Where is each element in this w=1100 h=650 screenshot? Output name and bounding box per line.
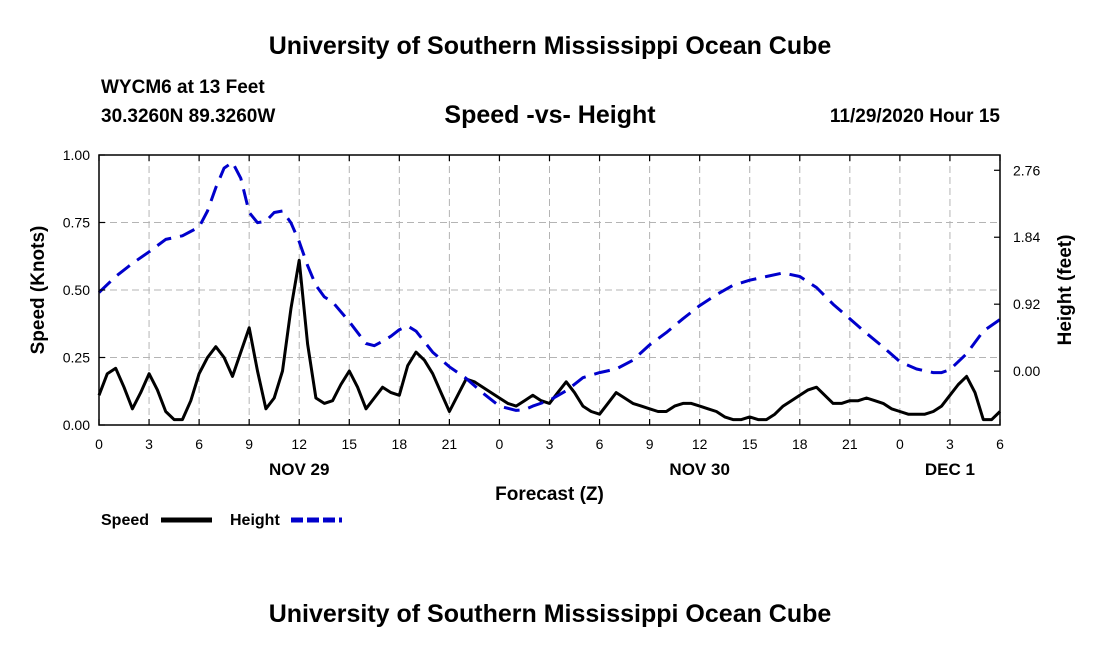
x-tick-label: 0 (896, 436, 904, 452)
x-tick-label: 15 (742, 436, 758, 452)
x-axis-label: Forecast (Z) (495, 484, 604, 505)
x-tick-label: 9 (245, 436, 253, 452)
date-label: NOV 30 (669, 460, 729, 479)
y-tick-label: 0.50 (63, 282, 90, 298)
station-label: WYCM6 at 13 Feet (101, 77, 265, 98)
series-group (97, 160, 1002, 422)
y2-axis-label: Height (feet) (1055, 235, 1076, 346)
y-axis-label: Speed (Knots) (28, 226, 49, 355)
y2-tick-label: 1.84 (1013, 229, 1040, 245)
chart-title: Speed -vs- Height (444, 101, 656, 129)
x-tick-label: 18 (392, 436, 408, 452)
axis-ticks: 0 3 6 9 12 15 18 21 0 3 6 9 12 15 18 21 0 3 6 NOV 29 NOV 30 D… (63, 147, 1041, 479)
timestamp-label: 11/29/2020 Hour 15 (829, 106, 1000, 127)
legend-label-speed: Speed (101, 512, 149, 529)
x-tick-label: 21 (842, 436, 858, 452)
date-label: NOV 29 (269, 460, 329, 479)
legend-label-height: Height (230, 512, 280, 529)
x-tick-label: 3 (946, 436, 954, 452)
coordinates-label: 30.3260N 89.3260W (101, 106, 276, 127)
x-tick-label: 6 (596, 436, 604, 452)
y2-tick-label: 0.92 (1013, 296, 1040, 312)
grid-lines (99, 155, 1000, 425)
y-tick-label: 0.25 (63, 350, 90, 366)
speed-series-line (97, 258, 1002, 422)
x-tick-label: 21 (442, 436, 458, 452)
y-tick-label: 1.00 (63, 147, 90, 163)
x-tick-label: 12 (291, 436, 307, 452)
page-title: University of Southern Mississippi Ocean… (268, 32, 832, 60)
y2-tick-label: 2.76 (1013, 162, 1040, 178)
y-tick-label: 0.00 (63, 417, 90, 433)
y2-tick-label: 0.00 (1013, 363, 1040, 379)
x-tick-label: 12 (692, 436, 708, 452)
x-tick-label: 15 (341, 436, 357, 452)
x-tick-label: 6 (996, 436, 1004, 452)
x-tick-label: 0 (496, 436, 504, 452)
x-tick-label: 9 (646, 436, 654, 452)
footer-title: University of Southern Mississippi Ocean… (268, 600, 832, 628)
x-tick-label: 3 (145, 436, 153, 452)
x-tick-label: 3 (546, 436, 554, 452)
x-tick-label: 18 (792, 436, 808, 452)
date-label: DEC 1 (925, 460, 975, 479)
legend: Speed Height (101, 512, 342, 529)
y-tick-label: 0.75 (63, 215, 90, 231)
x-tick-label: 6 (195, 436, 203, 452)
height-series-line (97, 160, 1001, 412)
x-tick-label: 0 (95, 436, 103, 452)
